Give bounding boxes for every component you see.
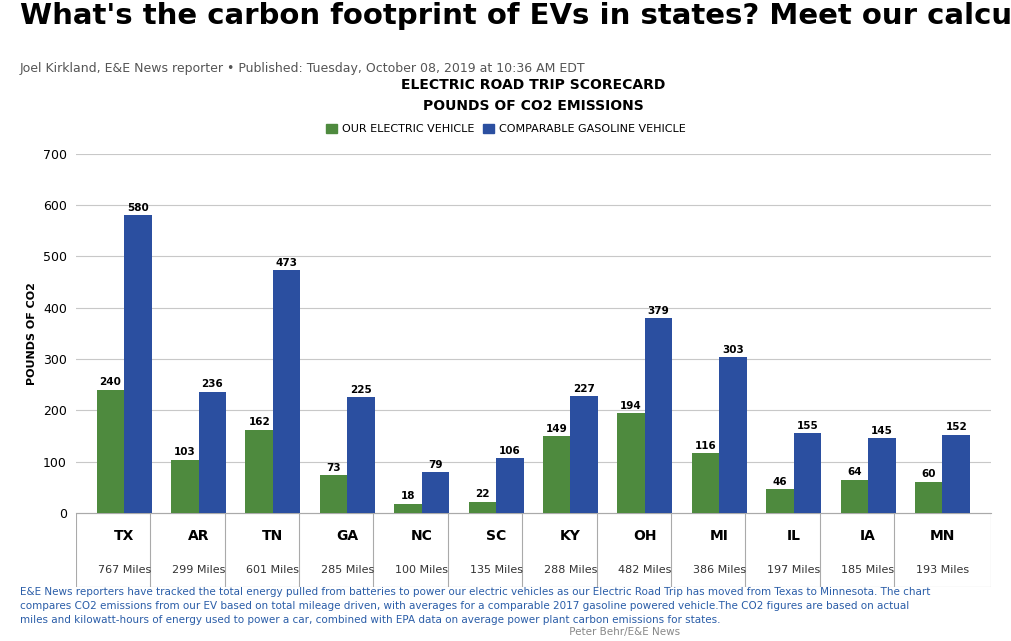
Bar bbox=[645, 319, 672, 513]
Bar bbox=[246, 429, 273, 513]
Text: SC: SC bbox=[486, 529, 507, 544]
Bar bbox=[124, 215, 152, 513]
Text: Peter Behr/E&E News: Peter Behr/E&E News bbox=[565, 627, 679, 637]
Text: 155: 155 bbox=[797, 420, 818, 431]
Text: 46: 46 bbox=[772, 477, 788, 487]
Text: ELECTRIC ROAD TRIP SCORECARD
POUNDS OF CO2 EMISSIONS: ELECTRIC ROAD TRIP SCORECARD POUNDS OF C… bbox=[401, 78, 665, 113]
Text: MI: MI bbox=[710, 529, 729, 544]
Bar bbox=[496, 458, 524, 513]
Text: 601 Miles: 601 Miles bbox=[247, 565, 299, 576]
Text: TX: TX bbox=[114, 529, 134, 544]
Text: NC: NC bbox=[410, 529, 433, 544]
Bar bbox=[468, 501, 496, 513]
Text: 473: 473 bbox=[276, 258, 297, 268]
Bar bbox=[719, 358, 747, 513]
Text: E&E News reporters have tracked the total energy pulled from batteries to power : E&E News reporters have tracked the tota… bbox=[20, 587, 930, 626]
Bar bbox=[171, 460, 198, 513]
Bar bbox=[766, 489, 794, 513]
Bar bbox=[794, 433, 821, 513]
Text: 580: 580 bbox=[127, 203, 149, 213]
Text: 227: 227 bbox=[573, 384, 595, 394]
Y-axis label: POUNDS OF CO2: POUNDS OF CO2 bbox=[27, 282, 37, 385]
Text: 64: 64 bbox=[847, 467, 861, 478]
Bar bbox=[868, 438, 896, 513]
Legend: OUR ELECTRIC VEHICLE, COMPARABLE GASOLINE VEHICLE: OUR ELECTRIC VEHICLE, COMPARABLE GASOLIN… bbox=[321, 120, 690, 138]
Text: 106: 106 bbox=[499, 446, 521, 456]
Text: 288 Miles: 288 Miles bbox=[544, 565, 598, 576]
Text: 149: 149 bbox=[546, 424, 567, 434]
Text: 194: 194 bbox=[620, 401, 642, 411]
Bar bbox=[692, 453, 719, 513]
Bar bbox=[319, 476, 348, 513]
Bar bbox=[570, 396, 599, 513]
Text: 22: 22 bbox=[475, 489, 489, 499]
Text: 225: 225 bbox=[350, 385, 372, 395]
Text: GA: GA bbox=[337, 529, 358, 544]
Text: 60: 60 bbox=[921, 469, 936, 479]
Bar bbox=[198, 392, 226, 513]
Text: AR: AR bbox=[188, 529, 209, 544]
Bar bbox=[348, 397, 375, 513]
Bar bbox=[942, 435, 970, 513]
Text: 162: 162 bbox=[249, 417, 270, 427]
Text: 303: 303 bbox=[722, 345, 744, 355]
Text: 152: 152 bbox=[945, 422, 968, 432]
Text: IL: IL bbox=[787, 529, 801, 544]
Text: 236: 236 bbox=[201, 379, 223, 389]
Text: Joel Kirkland, E&E News reporter • Published: Tuesday, October 08, 2019 at 10:36: Joel Kirkland, E&E News reporter • Publi… bbox=[20, 62, 585, 76]
Text: 100 Miles: 100 Miles bbox=[395, 565, 448, 576]
Bar bbox=[422, 472, 449, 513]
Text: 103: 103 bbox=[174, 447, 196, 458]
Text: 79: 79 bbox=[429, 460, 443, 470]
Bar bbox=[840, 480, 868, 513]
Bar bbox=[618, 413, 645, 513]
Text: 299 Miles: 299 Miles bbox=[172, 565, 225, 576]
Text: 185 Miles: 185 Miles bbox=[841, 565, 895, 576]
Bar bbox=[97, 390, 124, 513]
Text: 18: 18 bbox=[400, 491, 416, 501]
Bar bbox=[394, 504, 422, 513]
Text: OH: OH bbox=[633, 529, 656, 544]
Text: 135 Miles: 135 Miles bbox=[469, 565, 523, 576]
Text: 482 Miles: 482 Miles bbox=[618, 565, 671, 576]
Text: 193 Miles: 193 Miles bbox=[916, 565, 969, 576]
Text: MN: MN bbox=[930, 529, 955, 544]
Text: 145: 145 bbox=[870, 426, 893, 436]
Text: 197 Miles: 197 Miles bbox=[767, 565, 820, 576]
Text: 767 Miles: 767 Miles bbox=[97, 565, 151, 576]
Text: 240: 240 bbox=[99, 377, 121, 387]
Text: 379: 379 bbox=[648, 306, 669, 316]
Text: TN: TN bbox=[262, 529, 283, 544]
Text: 73: 73 bbox=[327, 463, 341, 473]
Text: IA: IA bbox=[860, 529, 876, 544]
Bar bbox=[915, 482, 942, 513]
Text: 285 Miles: 285 Miles bbox=[320, 565, 374, 576]
Text: 386 Miles: 386 Miles bbox=[693, 565, 746, 576]
Text: 116: 116 bbox=[695, 441, 717, 451]
Text: KY: KY bbox=[560, 529, 581, 544]
Text: What's the carbon footprint of EVs in states? Meet our calculator: What's the carbon footprint of EVs in st… bbox=[20, 1, 1011, 29]
Bar bbox=[543, 437, 570, 513]
Bar bbox=[273, 271, 300, 513]
